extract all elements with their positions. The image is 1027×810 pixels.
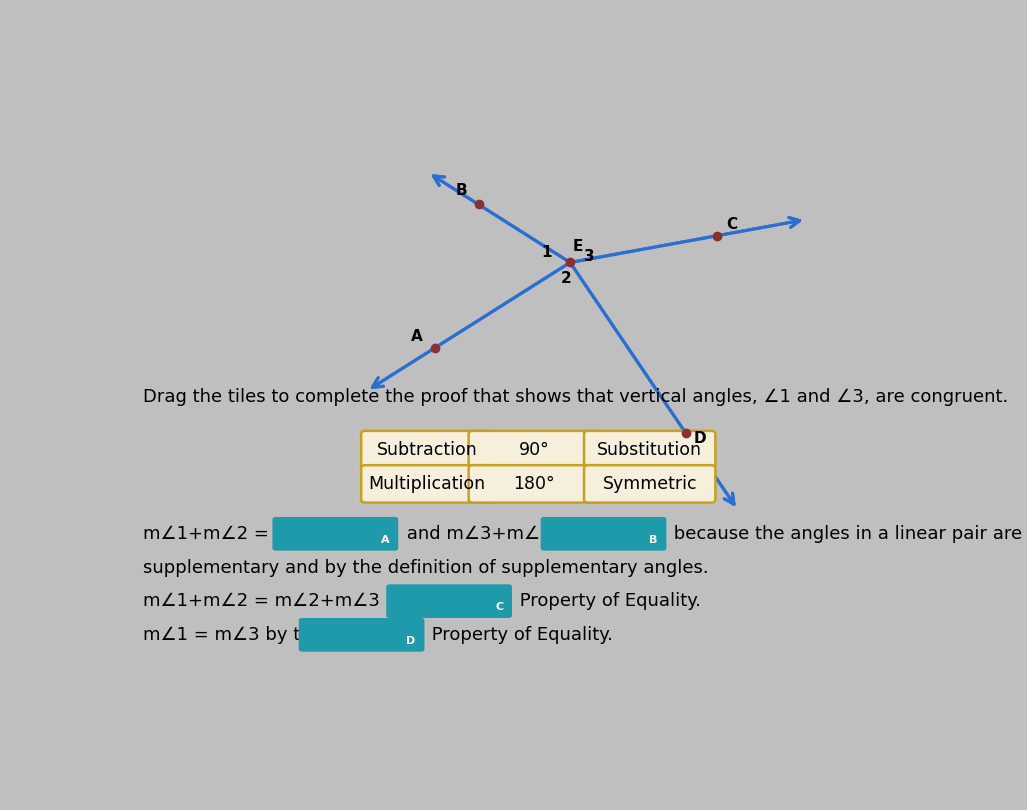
Text: Subtraction: Subtraction (377, 441, 478, 458)
FancyBboxPatch shape (362, 431, 493, 468)
Text: Drag the tiles to complete the proof that shows that vertical angles, ∠1 and ∠3,: Drag the tiles to complete the proof tha… (143, 387, 1007, 406)
FancyBboxPatch shape (584, 431, 716, 468)
FancyBboxPatch shape (584, 465, 716, 502)
Text: C: C (726, 217, 737, 232)
Text: D: D (693, 432, 707, 446)
Text: 180°: 180° (514, 475, 556, 493)
Text: m∠1 = m∠3 by the: m∠1 = m∠3 by the (143, 626, 329, 644)
Text: B: B (649, 535, 657, 545)
FancyBboxPatch shape (299, 618, 424, 652)
Text: Property of Equality.: Property of Equality. (426, 626, 613, 644)
FancyBboxPatch shape (272, 517, 398, 551)
Text: A: A (412, 329, 423, 344)
FancyBboxPatch shape (468, 431, 600, 468)
Text: 3: 3 (584, 249, 595, 264)
Text: m∠1+m∠2 =: m∠1+m∠2 = (143, 525, 274, 543)
Text: C: C (495, 603, 503, 612)
Text: Property of Equality.: Property of Equality. (514, 592, 700, 610)
Text: 1: 1 (541, 245, 551, 260)
Text: m∠1+m∠2 = m∠2+m∠3 by the: m∠1+m∠2 = m∠2+m∠3 by the (143, 592, 449, 610)
FancyBboxPatch shape (540, 517, 667, 551)
Text: Substitution: Substitution (598, 441, 702, 458)
Text: 90°: 90° (519, 441, 549, 458)
Text: Multiplication: Multiplication (369, 475, 486, 493)
FancyBboxPatch shape (468, 465, 600, 502)
Text: 2: 2 (561, 271, 571, 286)
Text: D: D (407, 636, 416, 646)
Text: B: B (455, 183, 467, 198)
FancyBboxPatch shape (386, 584, 512, 618)
Text: because the angles in a linear pair are: because the angles in a linear pair are (668, 525, 1022, 543)
Text: A: A (381, 535, 389, 545)
FancyBboxPatch shape (362, 465, 493, 502)
Text: E: E (573, 240, 583, 254)
Text: supplementary and by the definition of supplementary angles.: supplementary and by the definition of s… (143, 559, 709, 577)
Text: Symmetric: Symmetric (603, 475, 697, 493)
Text: and m∠3+m∠2 =: and m∠3+m∠2 = (401, 525, 578, 543)
